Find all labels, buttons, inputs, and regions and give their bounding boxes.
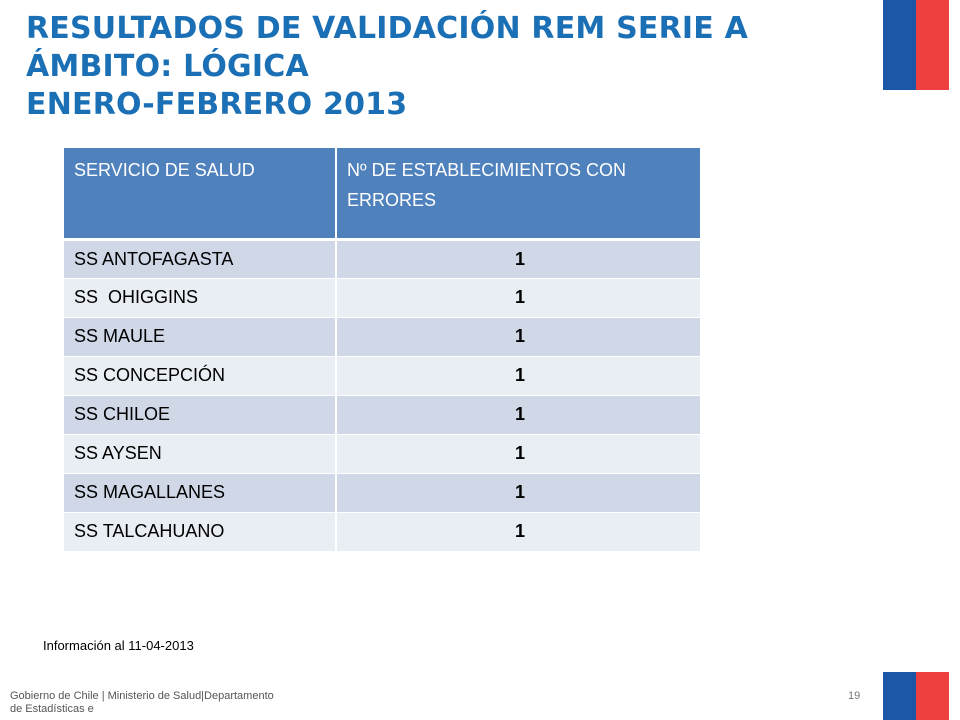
flag-red-band [916,0,949,90]
error-count-cell: 1 [335,473,700,513]
table-header-row: SERVICIO DE SALUD Nº DE ESTABLECIMIENTOS… [64,148,700,241]
header-servicio: SERVICIO DE SALUD [64,148,336,241]
page-number: 19 [848,690,861,702]
table-row: SS ANTOFAGASTA 1 [64,239,700,279]
table-row: SS OHIGGINS 1 [64,278,700,318]
title-line-3: ENERO-FEBRERO 2013 [26,87,408,122]
footer-text: Gobierno de Chile | Ministerio de Salud|… [10,690,274,715]
service-name-cell: SS MAGALLANES [64,473,336,513]
slide-title: RESULTADOS DE VALIDACIÓN REM SERIE A ÁMB… [26,10,866,124]
service-name-cell: SS AYSEN [64,434,336,474]
service-name-cell: SS TALCAHUANO [64,512,336,552]
table-row: SS MAGALLANES 1 [64,473,700,513]
chile-flag-stripe-top [883,0,949,90]
error-count-cell: 1 [335,239,700,279]
header-establecimientos: Nº DE ESTABLECIMIENTOS CON ERRORES [335,148,700,241]
error-count-cell: 1 [335,434,700,474]
service-name-cell: SS OHIGGINS [64,278,336,318]
error-count-cell: 1 [335,278,700,318]
flag-blue-band [883,672,916,720]
errors-table: SERVICIO DE SALUD Nº DE ESTABLECIMIENTOS… [64,148,700,552]
chile-flag-stripe-bottom [883,672,949,720]
info-date-note: Información al 11-04-2013 [43,638,194,653]
error-count-cell: 1 [335,317,700,357]
service-name-cell: SS ANTOFAGASTA [64,239,336,279]
service-name-cell: SS CHILOE [64,395,336,435]
title-line-2: ÁMBITO: LÓGICA [26,49,309,84]
title-line-1: RESULTADOS DE VALIDACIÓN REM SERIE A [26,11,748,46]
table-row: SS AYSEN 1 [64,434,700,474]
flag-red-band [916,672,949,720]
table-row: SS CONCEPCIÓN 1 [64,356,700,396]
service-name-cell: SS MAULE [64,317,336,357]
error-count-cell: 1 [335,512,700,552]
error-count-cell: 1 [335,395,700,435]
service-name-cell: SS CONCEPCIÓN [64,356,336,396]
table-row: SS MAULE 1 [64,317,700,357]
table-row: SS TALCAHUANO 1 [64,512,700,552]
flag-blue-band [883,0,916,90]
error-count-cell: 1 [335,356,700,396]
table-row: SS CHILOE 1 [64,395,700,435]
